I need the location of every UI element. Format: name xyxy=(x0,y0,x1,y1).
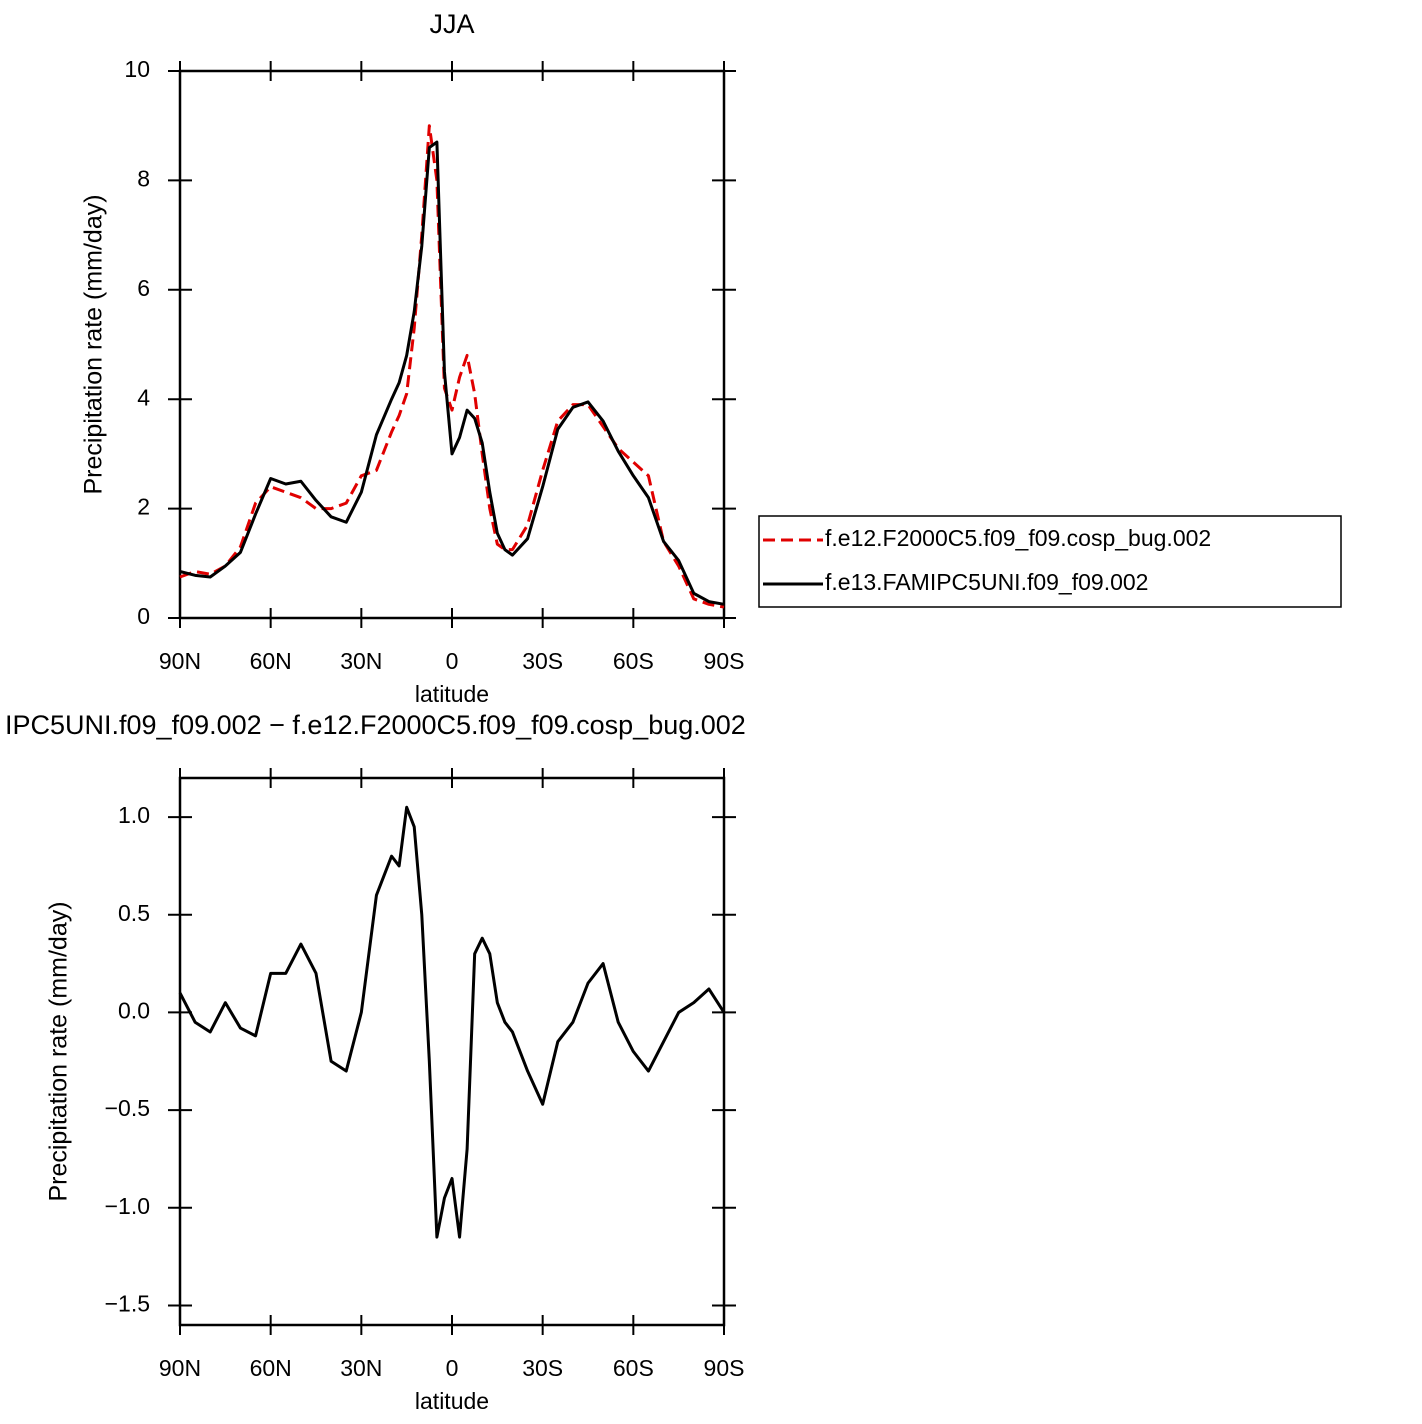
y-tick-label: 8 xyxy=(137,165,150,191)
y-axis-label: Precipitation rate (mm/day) xyxy=(80,194,108,494)
x-axis-label: latitude xyxy=(415,681,489,707)
x-tick-label: 90S xyxy=(704,648,745,674)
y-tick-label: 0.0 xyxy=(118,998,150,1024)
x-tick-label: 0 xyxy=(446,1355,459,1381)
y-tick-label: 4 xyxy=(137,384,150,410)
x-axis-label: latitude xyxy=(415,1388,489,1414)
y-axis-label: Precipitation rate (mm/day) xyxy=(45,901,73,1201)
y-tick-label: 0 xyxy=(137,603,150,629)
legend-label: f.e13.FAMIPC5UNI.f09_f09.002 xyxy=(825,569,1148,595)
y-tick-label: 2 xyxy=(137,494,150,520)
x-tick-label: 30N xyxy=(340,1355,382,1381)
data-line xyxy=(178,805,726,1239)
y-tick-label: 6 xyxy=(137,275,150,301)
x-tick-label: 30S xyxy=(522,648,563,674)
data-line xyxy=(179,124,725,609)
data-line xyxy=(179,140,725,606)
x-tick-label: 30N xyxy=(340,648,382,674)
y-tick-label: 10 xyxy=(124,56,150,82)
x-tick-label: 60S xyxy=(613,1355,654,1381)
x-tick-label: 0 xyxy=(446,648,459,674)
x-tick-label: 60N xyxy=(250,648,292,674)
chart-title: JJA xyxy=(429,9,474,39)
chart-title: IPC5UNI.f09_f09.002 − f.e12.F2000C5.f09_… xyxy=(5,710,746,740)
x-tick-label: 30S xyxy=(522,1355,563,1381)
y-tick-label: −1.5 xyxy=(105,1291,150,1317)
y-tick-label: −1.0 xyxy=(105,1193,150,1219)
legend-label: f.e12.F2000C5.f09_f09.cosp_bug.002 xyxy=(825,525,1211,551)
y-tick-label: 1.0 xyxy=(118,802,150,828)
legend-box xyxy=(758,515,1342,608)
x-tick-label: 90N xyxy=(159,1355,201,1381)
x-tick-label: 60N xyxy=(250,1355,292,1381)
x-tick-label: 90N xyxy=(159,648,201,674)
x-tick-label: 90S xyxy=(704,1355,745,1381)
y-tick-label: 0.5 xyxy=(118,900,150,926)
x-tick-label: 60S xyxy=(613,648,654,674)
plot-frame xyxy=(178,69,726,620)
y-tick-label: −0.5 xyxy=(105,1095,150,1121)
plot-frame xyxy=(178,776,726,1327)
